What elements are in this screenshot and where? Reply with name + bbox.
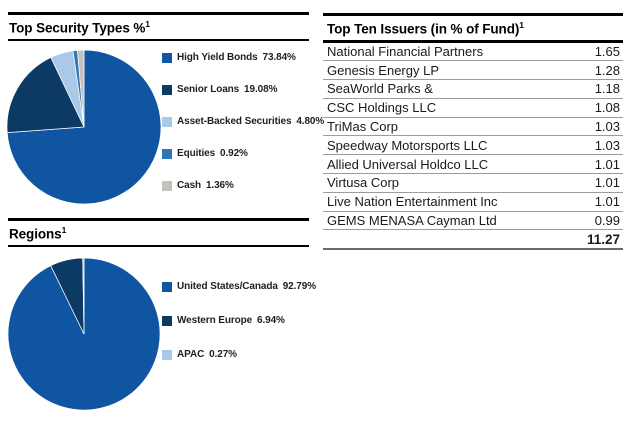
issuer-name: Allied Universal Holdco LLC <box>327 156 489 172</box>
table-row: TriMas Corp 1.03 <box>323 118 623 137</box>
issuer-name: Virtusa Corp <box>327 175 400 191</box>
issuer-name: GEMS MENASA Cayman Ltd <box>327 213 497 229</box>
total-value: 11.27 <box>586 231 620 247</box>
issuer-value: 1.01 <box>594 156 620 172</box>
legend-label: APAC 0.27% <box>177 349 237 360</box>
issuer-value: 1.28 <box>594 62 620 78</box>
section-title-top-security-types: Top Security Types %1 <box>8 12 309 41</box>
security-types-pie-chart <box>7 50 161 204</box>
issuer-name: Speedway Motorsports LLC <box>327 137 488 153</box>
table-total-row: 11.27 <box>323 230 623 251</box>
issuer-name: CSC Holdings LLC <box>327 100 437 116</box>
footnote-marker: 1 <box>145 19 150 29</box>
legend-swatch-icon <box>162 84 172 95</box>
issuer-name: SeaWorld Parks & <box>327 81 433 97</box>
legend-swatch-icon <box>162 148 172 159</box>
issuer-value: 1.03 <box>594 137 620 153</box>
issuer-name: Live Nation Entertainment Inc <box>327 194 498 210</box>
issuer-value: 1.65 <box>594 43 620 59</box>
table-row: Virtusa Corp 1.01 <box>323 174 623 193</box>
legend-item-apac: APAC 0.27% <box>162 349 316 360</box>
legend-label: Western Europe 6.94% <box>177 315 285 326</box>
top-ten-issuers-table: Top Ten Issuers (in % of Fund)1 National… <box>323 13 623 251</box>
issuer-value: 1.03 <box>594 119 620 135</box>
table-row: Live Nation Entertainment Inc 1.01 <box>323 193 623 212</box>
issuer-value: 1.08 <box>594 100 620 116</box>
table-header: Top Ten Issuers (in % of Fund)1 <box>323 16 623 43</box>
legend-item-western-europe: Western Europe 6.94% <box>162 315 316 326</box>
issuer-value: 1.01 <box>594 194 620 210</box>
pie-slice-apac <box>82 258 85 335</box>
issuer-value: 1.18 <box>594 81 620 97</box>
legend-item-senior-loans: Senior Loans 19.08% <box>162 84 324 95</box>
legend-swatch-icon <box>162 116 172 127</box>
legend-label: Senior Loans 19.08% <box>177 84 278 95</box>
legend-item-cash: Cash 1.36% <box>162 180 324 191</box>
table-title-text: Top Ten Issuers (in % of Fund) <box>327 21 520 37</box>
legend-swatch-icon <box>162 281 172 292</box>
legend-swatch-icon <box>162 349 172 360</box>
pie-slice-senior-loans <box>7 57 85 133</box>
table-row: Genesis Energy LP 1.28 <box>323 61 623 81</box>
legend-label: High Yield Bonds 73.84% <box>177 52 296 63</box>
issuers-table-body: National Financial Partners 1.65 Genesis E… <box>323 43 623 231</box>
table-row: National Financial Partners 1.65 <box>323 43 623 62</box>
table-row: CSC Holdings LLC 1.08 <box>323 99 623 118</box>
legend-swatch-icon <box>162 52 172 63</box>
legend-label: Cash 1.36% <box>177 180 234 191</box>
table-row: SeaWorld Parks & 1.18 <box>323 80 623 99</box>
issuer-value: 1.01 <box>594 175 620 191</box>
section-title-text: Regions <box>9 226 62 242</box>
legend-item-united-states-canada: United States/Canada 92.79% <box>162 281 316 292</box>
legend-item-high-yield-bonds: High Yield Bonds 73.84% <box>162 52 324 63</box>
regions-pie-chart <box>8 258 160 410</box>
footnote-marker: 1 <box>61 225 67 235</box>
legend-item-equities: Equities 0.92% <box>162 148 324 159</box>
regions-legend: United States/Canada 92.79% Western Europ… <box>162 281 316 360</box>
issuer-name: National Financial Partners <box>327 43 484 59</box>
section-title-regions: Regions1 <box>8 218 309 247</box>
legend-label: Equities 0.92% <box>177 148 248 159</box>
table-row: Allied Universal Holdco LLC 1.01 <box>323 155 623 175</box>
security-types-legend: High Yield Bonds 73.84% Senior Loans 19.0… <box>162 52 324 191</box>
legend-item-asset-backed-securities: Asset-Backed Securities 4.80% <box>162 116 324 127</box>
table-row: GEMS MENASA Cayman Ltd 0.99 <box>323 212 623 231</box>
footnote-marker: 1 <box>519 20 524 30</box>
issuer-value: 0.99 <box>594 213 620 229</box>
table-row: Speedway Motorsports LLC 1.03 <box>323 136 623 156</box>
legend-swatch-icon <box>162 315 172 326</box>
legend-label: Asset-Backed Securities 4.80% <box>177 116 325 127</box>
pie-slice-cash <box>77 50 85 128</box>
issuer-name: Genesis Energy LP <box>327 62 440 78</box>
legend-swatch-icon <box>162 180 172 191</box>
issuer-name: TriMas Corp <box>327 119 399 135</box>
section-title-text: Top Security Types % <box>9 20 146 36</box>
legend-label: United States/Canada 92.79% <box>177 281 317 292</box>
